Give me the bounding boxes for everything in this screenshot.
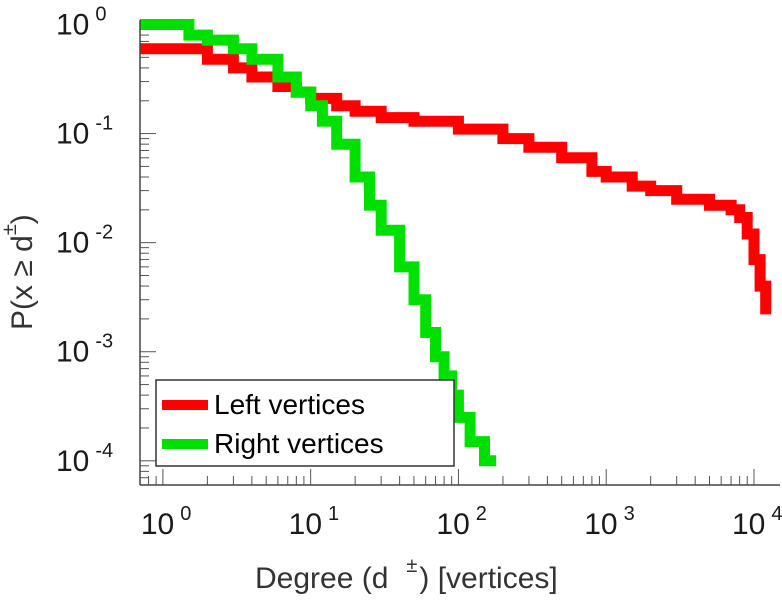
legend-label-left: Left vertices xyxy=(214,389,365,420)
x-tick-label: 10 0 xyxy=(141,503,192,541)
legend-box xyxy=(155,379,455,467)
x-tick-labels: 10 0 10 1 10 2 10 3 10 4 xyxy=(141,503,782,541)
x-tick-label: 10 3 xyxy=(584,503,635,541)
y-axis-title: P(x ≥ d±) xyxy=(0,214,39,330)
x-tick-label: 10 2 xyxy=(436,503,487,541)
x-axis-title: Degree (d ±) [vertices] xyxy=(255,555,558,595)
series-left-vertices xyxy=(140,43,772,315)
minor-ticks xyxy=(139,24,755,486)
y-tick-label: 10 -3 xyxy=(56,331,113,369)
legend: Left vertices Right vertices xyxy=(155,379,455,467)
y-tick-label: 10 -2 xyxy=(56,222,113,260)
y-tick-label: 10 -1 xyxy=(56,113,113,151)
legend-label-right: Right vertices xyxy=(214,428,384,459)
x-tick-label: 10 4 xyxy=(732,503,782,541)
x-tick-label: 10 1 xyxy=(289,503,340,541)
y-tick-label: 10 0 xyxy=(56,4,107,42)
y-tick-label: 10 -4 xyxy=(56,440,113,478)
